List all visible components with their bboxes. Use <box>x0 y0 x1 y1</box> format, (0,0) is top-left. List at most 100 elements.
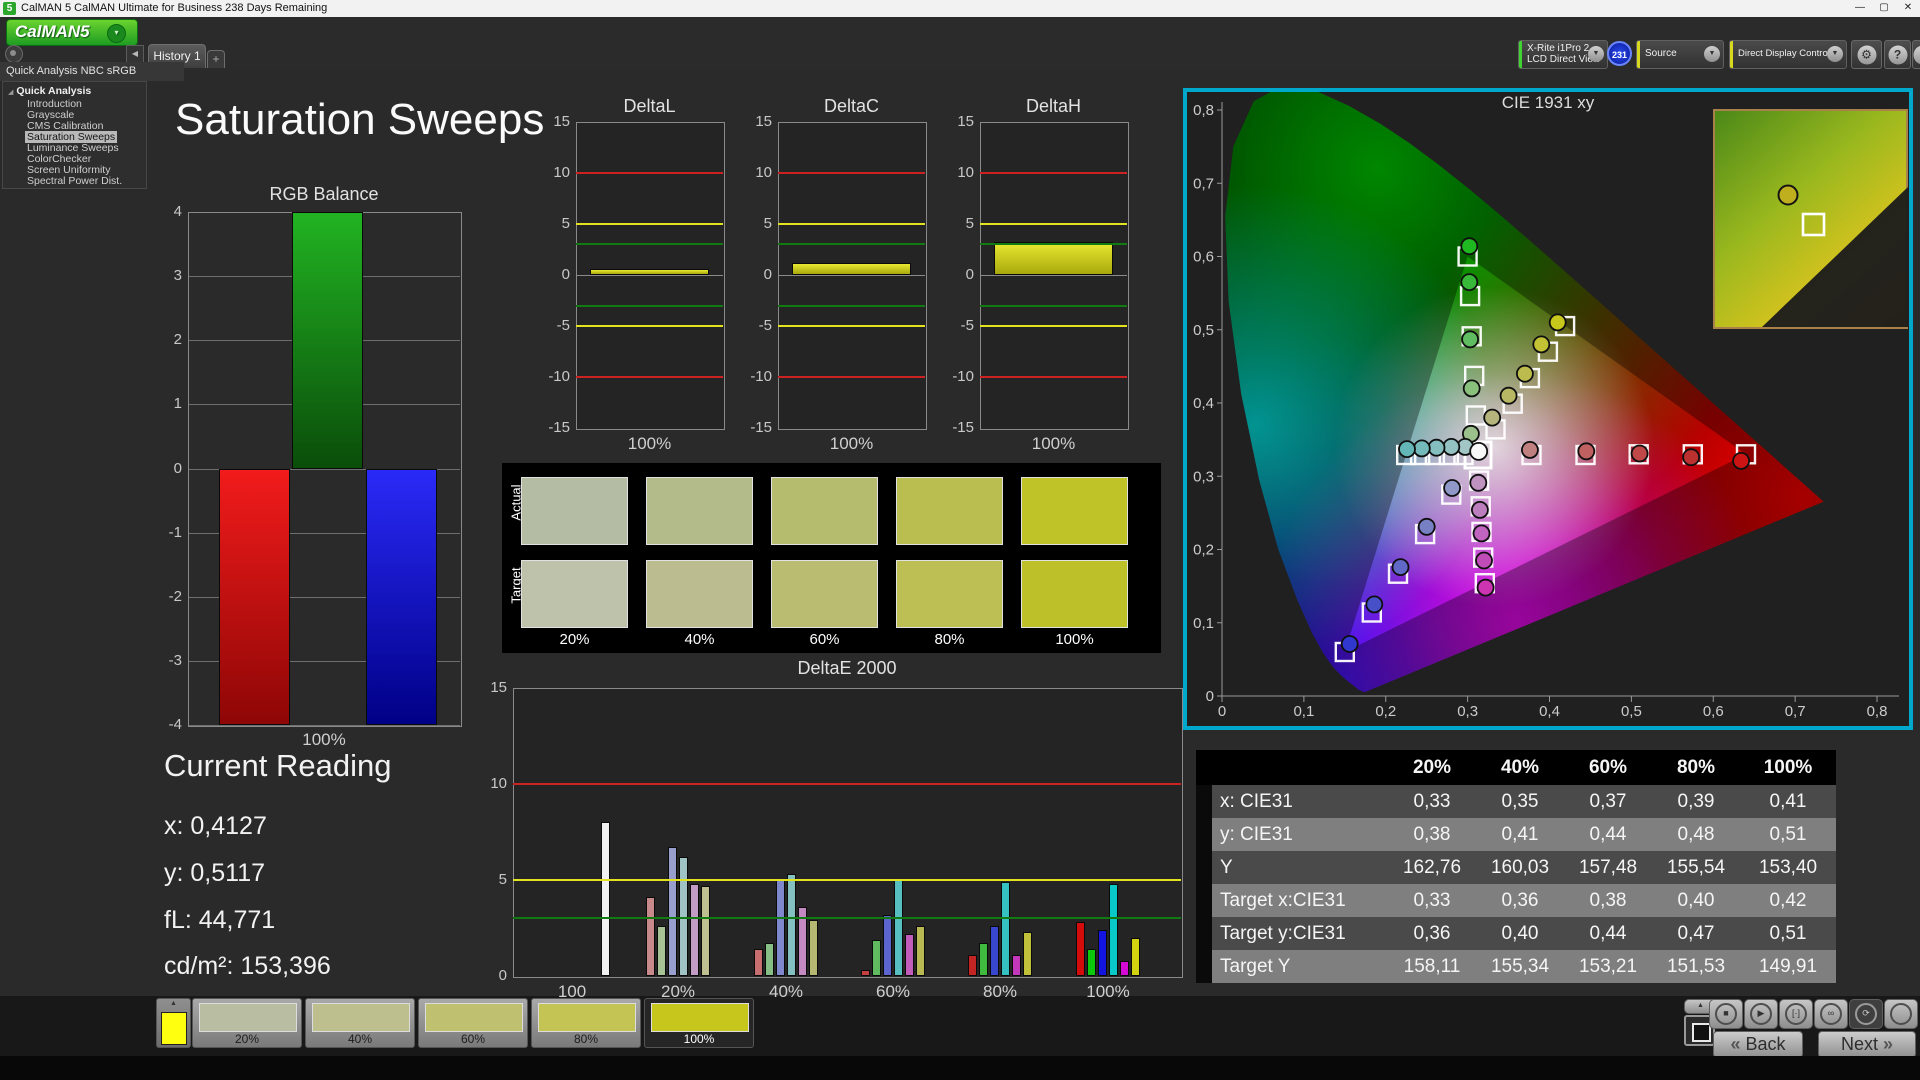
session-radio-button[interactable] <box>5 45 23 63</box>
delta_h-refline <box>980 304 1127 307</box>
minimize-button[interactable]: — <box>1855 2 1865 13</box>
rgb-tick: 2 <box>173 331 182 349</box>
swatch-col-label: 80% <box>934 631 965 648</box>
film-strip-thumb-60%[interactable]: 60% <box>418 998 528 1048</box>
sidebar-item-grayscale[interactable]: Grayscale <box>27 109 75 121</box>
display-control-dropdown[interactable]: Direct Display Control ▼ <box>1729 40 1847 69</box>
delta-e-bar-60% <box>861 970 870 976</box>
cie-1931-chart[interactable]: 0 0,1 0,2 0,3 0,4 0,5 0,6 0,7 0,8 0,8 0,7 0,6 0,5 0,4… <box>1183 85 1913 730</box>
delta_h-tick: 5 <box>965 215 974 232</box>
delta-e-tick: 5 <box>498 871 507 888</box>
table-cell: 0,37 <box>1564 785 1652 818</box>
pattern-window-button[interactable] <box>1684 1015 1715 1046</box>
table-col-header: 20% <box>1388 750 1476 785</box>
delta-e-bar-100% <box>1109 883 1118 976</box>
panel-collapse-button[interactable]: ◀ <box>1912 40 1920 69</box>
table-cell: 158,11 <box>1388 950 1476 983</box>
help-button[interactable]: ? <box>1884 40 1911 69</box>
delta_c-bar <box>792 262 911 275</box>
swatch-actual-100% <box>1021 477 1128 545</box>
back-button[interactable]: « Back <box>1713 1031 1803 1058</box>
rgb-tick: 0 <box>173 459 182 477</box>
table-row-label: Target y:CIE31 <box>1212 917 1388 950</box>
sidebar-item-luminance-sweeps[interactable]: Luminance Sweeps <box>27 142 119 154</box>
blank-icon <box>1890 1003 1912 1025</box>
tab-add-button[interactable]: + <box>207 50 225 68</box>
delta_h-tick: 15 <box>957 113 974 130</box>
delta-e-bar-100% <box>1131 937 1140 976</box>
swatch-panel: Actual Target 20% 40% 60% 80% 100% <box>502 463 1161 653</box>
arrow-up-icon: ▲ <box>170 1000 177 1007</box>
delta-e-bar-40% <box>776 880 785 976</box>
swatch-actual-40% <box>646 477 753 545</box>
table-cell: 0,44 <box>1564 818 1652 851</box>
measurement-table: 20% 40% 60% 80% 100% x: CIE31 0,33 0,35 0,37 0,39… <box>1196 750 1836 983</box>
sidebar-item-spectral-power-dist-[interactable]: Spectral Power Dist. <box>27 175 123 187</box>
window-title: CalMAN 5 CalMAN Ultimate for Business 23… <box>21 2 328 14</box>
delta_h-tick: 0 <box>965 266 974 283</box>
svg-text:0: 0 <box>1218 703 1226 720</box>
source-dropdown[interactable]: Source ▼ <box>1636 40 1724 69</box>
swatch-target-80% <box>896 560 1003 628</box>
logo-menu-caret-icon[interactable]: ▾ <box>107 24 126 43</box>
transport-continuous-button[interactable]: ∞ <box>1814 999 1848 1029</box>
transport-play-button[interactable]: ▶ <box>1744 999 1778 1029</box>
film-strip-thumb-80%[interactable]: 80% <box>531 998 641 1048</box>
film-strip-thumb-40%[interactable]: 40% <box>305 998 415 1048</box>
delta_c-tick: 0 <box>763 266 772 283</box>
delta_h-refline <box>980 243 1127 246</box>
delta_l-refline <box>576 223 723 225</box>
swatch-col-label: 60% <box>809 631 840 648</box>
close-button[interactable]: ✕ <box>1903 2 1913 13</box>
next-button[interactable]: Next » <box>1818 1031 1916 1058</box>
delta_c-tick: 15 <box>755 113 772 130</box>
table-cell: 0,39 <box>1652 785 1740 818</box>
thumb-label: 60% <box>460 1032 486 1046</box>
rgb-xlabel: 100% <box>302 730 346 749</box>
meter-badge[interactable]: 231 <box>1607 41 1632 66</box>
rgb-tick: 3 <box>173 267 182 285</box>
sidebar-collapse-button[interactable]: ◀ <box>126 45 144 63</box>
dot-icon <box>10 50 16 56</box>
film-strip-thumb-20%[interactable]: 20% <box>192 998 302 1048</box>
meter-dropdown[interactable]: X-Rite i1Pro 2 LCD Direct View ▼ <box>1518 40 1608 69</box>
sidebar-item-colorchecker[interactable]: ColorChecker <box>27 153 92 165</box>
thumb-label: 20% <box>234 1032 260 1046</box>
delta_l-tick: -15 <box>548 419 570 436</box>
sidebar-item-screen-uniformity[interactable]: Screen Uniformity <box>27 164 111 176</box>
strip-collapse-button[interactable]: ▲ <box>1684 999 1717 1014</box>
sidebar-item-saturation-sweeps[interactable]: Saturation Sweeps <box>25 131 118 143</box>
delta_c-refline <box>778 172 925 174</box>
table-row: Target Y 158,11 155,34 153,21 151,53 149,91 <box>1196 950 1836 983</box>
sample-color-button[interactable]: ▲ <box>156 998 191 1048</box>
maximize-button[interactable]: ▢ <box>1879 2 1889 13</box>
transport-stop-button[interactable]: ■ <box>1709 999 1743 1029</box>
delta_c-tick: -15 <box>750 419 772 436</box>
svg-text:0,7: 0,7 <box>1193 175 1214 192</box>
table-cell: 151,53 <box>1652 950 1740 983</box>
table-cell: 0,40 <box>1476 917 1564 950</box>
transport-refresh-button[interactable]: ⟳ <box>1849 999 1883 1029</box>
film-strip-thumb-100%[interactable]: 100% <box>644 998 754 1048</box>
thumb-swatch <box>312 1003 410 1032</box>
table-row-strip <box>1196 917 1212 950</box>
sidebar-item-cms-calibration[interactable]: CMS Calibration <box>27 120 104 132</box>
delta_l-refline <box>576 376 723 378</box>
delta_h-tick: -10 <box>952 368 974 385</box>
tree-root[interactable]: ◢ Quick Analysis <box>8 85 92 97</box>
delta-e-tick: 10 <box>490 775 507 792</box>
reading-cdm2: cd/m²: 153,396 <box>164 952 331 980</box>
transport-blank-button[interactable] <box>1884 999 1918 1029</box>
reading-fl: fL: 44,771 <box>164 906 276 934</box>
transport-measure-once-button[interactable]: [·] <box>1779 999 1813 1029</box>
table-cell: 0,47 <box>1652 917 1740 950</box>
delta-e-bar-80% <box>968 954 977 976</box>
sidebar-item-introduction[interactable]: Introduction <box>27 98 82 110</box>
table-cell: 0,33 <box>1388 884 1476 917</box>
delta-e-tick: 15 <box>490 679 507 696</box>
thumb-label: 100% <box>683 1032 715 1046</box>
settings-button[interactable]: ⚙ <box>1851 40 1882 69</box>
calman-logo[interactable]: CalMAN5 ▾ <box>6 19 138 46</box>
rgb-balance-title: RGB Balance <box>269 184 379 204</box>
delta-e-bar-20% <box>657 926 666 976</box>
